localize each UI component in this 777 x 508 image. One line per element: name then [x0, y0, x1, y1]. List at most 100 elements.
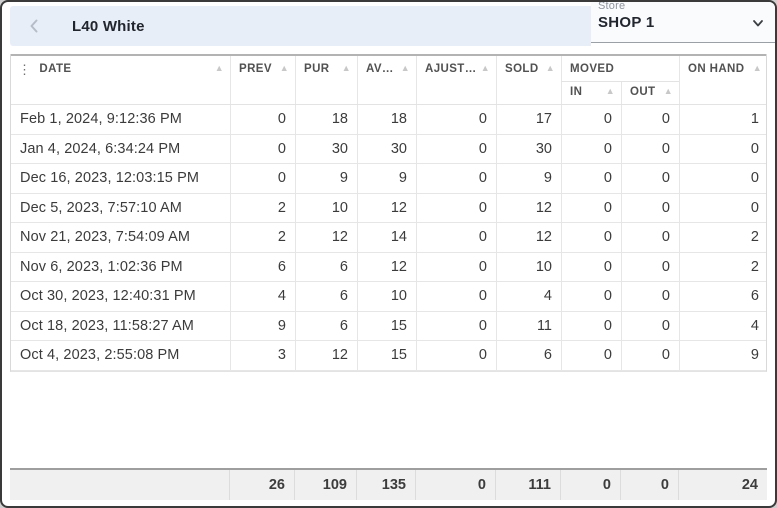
cell-ajust: 0 [416, 164, 496, 193]
cell-pur: 9 [295, 164, 357, 193]
cell-sold: 6 [496, 341, 561, 370]
column-label: ON HAND [688, 63, 745, 75]
table-row[interactable]: Oct 18, 2023, 11:58:27 AM 9 6 15 0 11 0 … [11, 311, 768, 341]
column-header-in[interactable]: IN [561, 82, 621, 104]
column-header-ajust[interactable]: AJUST… [416, 56, 496, 104]
total-in: 0 [560, 470, 620, 500]
table-row[interactable]: Feb 1, 2024, 9:12:36 PM 0 18 18 0 17 0 0… [11, 105, 766, 135]
page-title: L40 White [72, 17, 145, 35]
cell-ajust: 0 [416, 223, 496, 252]
cell-sold: 12 [496, 223, 561, 252]
sort-asc-icon [606, 86, 615, 97]
total-out: 0 [620, 470, 678, 500]
cell-date: Feb 1, 2024, 9:12:36 PM [20, 111, 182, 128]
column-header-out[interactable]: OUT [621, 82, 679, 104]
sort-asc-icon [401, 63, 410, 74]
cell-in: 0 [561, 282, 621, 311]
column-label: IN [570, 86, 583, 98]
column-menu-icon[interactable]: ⋮ [18, 62, 32, 77]
column-group-moved: MOVED [561, 56, 679, 82]
cell-sold: 30 [496, 134, 561, 163]
cell-out: 0 [621, 193, 679, 222]
cell-ajust: 0 [416, 105, 496, 134]
cell-pur: 6 [295, 282, 357, 311]
cell-prev: 6 [230, 252, 295, 281]
cell-on-hand: 1 [679, 105, 768, 134]
cell-av: 30 [357, 134, 416, 163]
cell-prev: 3 [230, 341, 295, 370]
cell-ajust: 0 [416, 193, 496, 222]
column-header-sold[interactable]: SOLD [496, 56, 561, 104]
table-row[interactable]: Dec 16, 2023, 12:03:15 PM 0 9 9 0 9 0 0 … [11, 164, 766, 194]
total-sold: 111 [495, 470, 560, 500]
table-row[interactable]: Jan 4, 2024, 6:34:24 PM 0 30 30 0 30 0 0… [11, 134, 766, 164]
cell-out: 0 [621, 341, 679, 370]
cell-prev: 9 [230, 311, 295, 340]
cell-pur: 6 [295, 252, 357, 281]
cell-pur: 12 [295, 341, 357, 370]
stock-history-table: ⋮ DATE PREV PUR AV… AJUST… SOLD [10, 54, 767, 372]
cell-sold: 10 [496, 252, 561, 281]
cell-date: Nov 21, 2023, 7:54:09 AM [20, 229, 191, 246]
table-row[interactable]: Oct 4, 2023, 2:55:08 PM 3 12 15 0 6 0 0 … [11, 341, 766, 371]
sort-asc-icon [280, 63, 289, 74]
table-header: ⋮ DATE PREV PUR AV… AJUST… SOLD [11, 54, 766, 105]
cell-pur: 12 [295, 223, 357, 252]
cell-date: Dec 5, 2023, 7:57:10 AM [20, 199, 182, 216]
cell-date: Nov 6, 2023, 1:02:36 PM [20, 258, 183, 275]
cell-date: Dec 16, 2023, 12:03:15 PM [20, 170, 200, 187]
cell-on-hand: 2 [679, 252, 768, 281]
column-label: MOVED [570, 63, 615, 75]
total-pur: 109 [294, 470, 356, 500]
table-row[interactable]: Nov 21, 2023, 7:54:09 AM 2 12 14 0 12 0 … [11, 223, 766, 253]
sort-asc-icon [664, 86, 673, 97]
column-label: AV… [366, 63, 394, 75]
cell-on-hand: 0 [679, 164, 768, 193]
table-body: Feb 1, 2024, 9:12:36 PM 0 18 18 0 17 0 0… [11, 105, 766, 371]
column-header-prev[interactable]: PREV [230, 56, 295, 104]
column-header-av[interactable]: AV… [357, 56, 416, 104]
cell-in: 0 [561, 252, 621, 281]
cell-on-hand: 4 [679, 311, 768, 340]
cell-on-hand: 6 [679, 282, 768, 311]
cell-prev: 2 [230, 223, 295, 252]
sort-asc-icon [546, 63, 555, 74]
cell-ajust: 0 [416, 134, 496, 163]
column-label: AJUST… [425, 63, 477, 75]
total-prev: 26 [229, 470, 294, 500]
back-button[interactable] [22, 14, 46, 38]
cell-sold: 17 [496, 105, 561, 134]
cell-in: 0 [561, 105, 621, 134]
column-label: OUT [630, 86, 656, 98]
column-header-pur[interactable]: PUR [295, 56, 357, 104]
cell-out: 0 [621, 252, 679, 281]
cell-ajust: 0 [416, 252, 496, 281]
total-date-cell [10, 470, 229, 500]
cell-date: Oct 18, 2023, 11:58:27 AM [20, 317, 194, 334]
table-row[interactable]: Nov 6, 2023, 1:02:36 PM 6 6 12 0 10 0 0 … [11, 252, 768, 282]
column-header-date[interactable]: ⋮ DATE [11, 56, 230, 104]
sort-asc-icon [215, 63, 224, 74]
cell-on-hand: 0 [679, 193, 768, 222]
cell-ajust: 0 [416, 311, 496, 340]
cell-on-hand: 9 [679, 341, 768, 370]
cell-out: 0 [621, 311, 679, 340]
sort-asc-icon [481, 63, 490, 74]
cell-av: 15 [357, 311, 416, 340]
cell-in: 0 [561, 341, 621, 370]
cell-in: 0 [561, 223, 621, 252]
table-row[interactable]: Oct 30, 2023, 12:40:31 PM 4 6 10 0 4 0 0… [11, 282, 766, 312]
cell-av: 9 [357, 164, 416, 193]
top-bar: L40 White Store SHOP 1 [10, 2, 775, 46]
cell-av: 12 [357, 193, 416, 222]
chevron-down-icon [753, 19, 763, 26]
cell-prev: 4 [230, 282, 295, 311]
column-header-on-hand[interactable]: ON HAND [679, 56, 768, 104]
table-row[interactable]: Dec 5, 2023, 7:57:10 AM 2 10 12 0 12 0 0… [11, 193, 768, 223]
cell-prev: 0 [230, 105, 295, 134]
table-empty-area [10, 372, 767, 469]
cell-date: Jan 4, 2024, 6:34:24 PM [20, 140, 181, 157]
column-label: DATE [39, 63, 72, 75]
cell-pur: 30 [295, 134, 357, 163]
store-select[interactable]: Store SHOP 1 [591, 2, 775, 43]
